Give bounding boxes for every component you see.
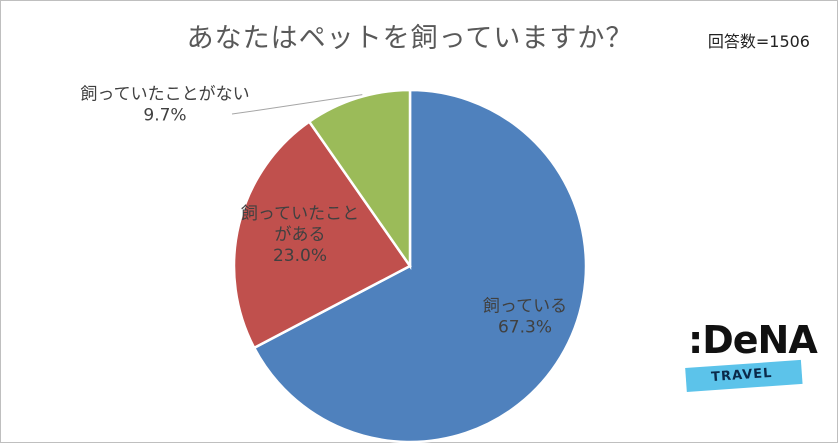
respondent-count: 回答数=1506 bbox=[707, 32, 810, 51]
slice-percent-label: 23.0% bbox=[273, 246, 327, 266]
slice-kaiteiru bbox=[252, 88, 588, 444]
dena-travel-logo: :DeNA TRAVEL bbox=[684, 318, 818, 404]
slice-category-label: 飼っている bbox=[483, 297, 567, 317]
logo-wordmark: :DeNA bbox=[688, 318, 818, 362]
leader-line bbox=[231, 94, 363, 115]
slice-katta-koto-ga-nai bbox=[307, 88, 412, 270]
slice-percent-label: 67.3% bbox=[498, 318, 552, 338]
pie-slices bbox=[232, 88, 588, 444]
slice-category-label: 飼っていたことがない bbox=[80, 85, 249, 105]
slice-katta-koto-ga-aru bbox=[232, 119, 412, 350]
slice-category-label: がある bbox=[275, 225, 326, 245]
chart-title: あなたはペットを飼っていますか？ bbox=[186, 23, 634, 54]
slice-category-label: 飼っていたこと bbox=[241, 204, 359, 224]
slice-percent-label: 9.7% bbox=[143, 106, 186, 126]
logo-subtitle: TRAVEL bbox=[710, 365, 773, 386]
